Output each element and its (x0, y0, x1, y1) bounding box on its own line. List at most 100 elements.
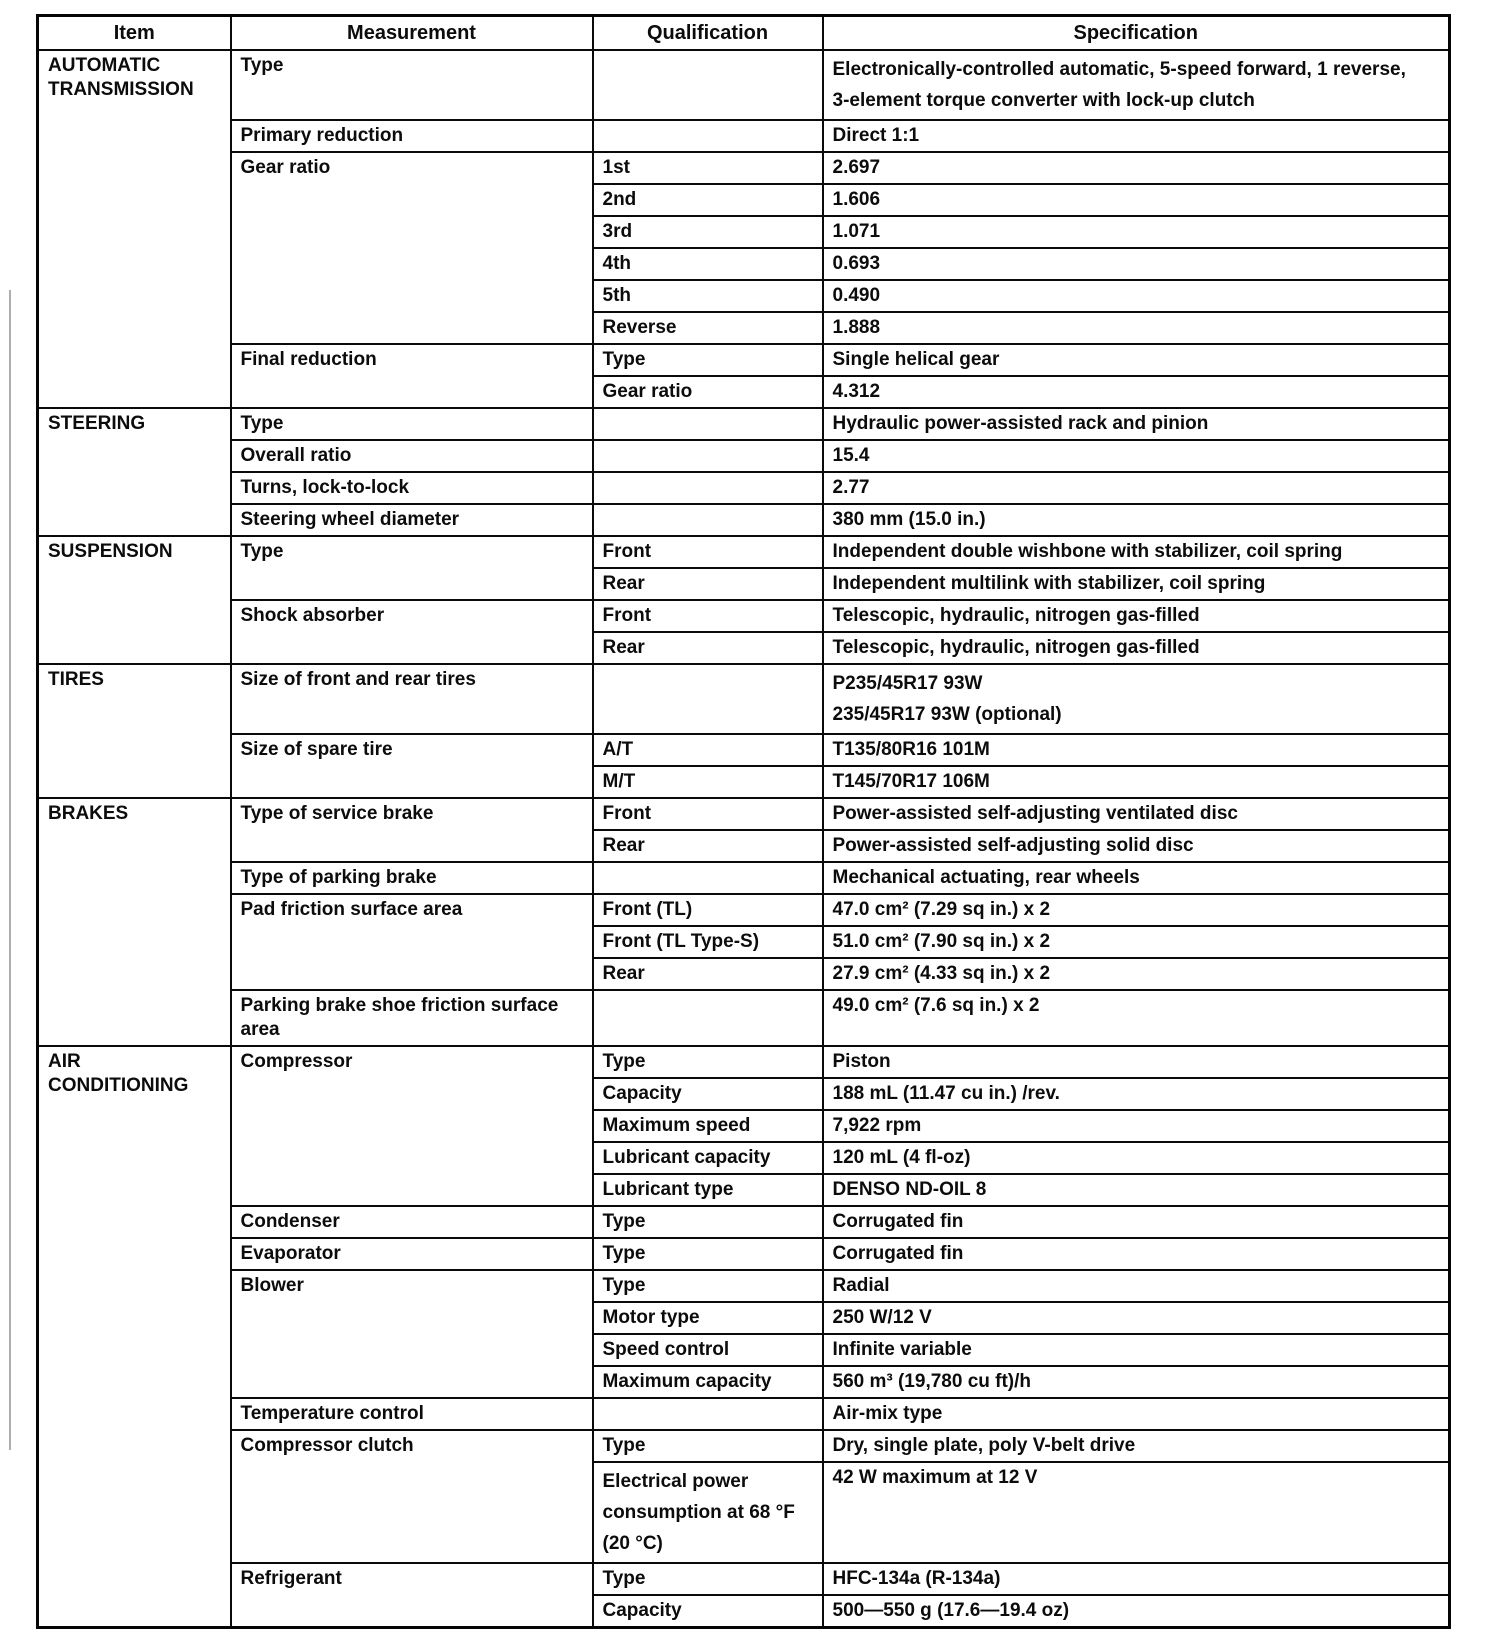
cell-measurement: Size of front and rear tires (229, 663, 594, 735)
cell-specification: T135/80R16 101M (821, 733, 1451, 767)
cell-qualification: 5th (591, 279, 824, 313)
column-header-item: Item (36, 14, 232, 51)
table-row: 5th 0.490 (38, 279, 1451, 313)
table-row: 4th 0.693 (38, 247, 1451, 281)
table-row: Parking brake shoe friction surface area… (38, 989, 1451, 1047)
cell-measurement: Condenser (229, 1205, 594, 1239)
cell-qualification: Type (591, 343, 824, 377)
cell-measurement: Parking brake shoe friction surface area (229, 989, 594, 1047)
cell-specification: Independent multilink with stabilizer, c… (821, 567, 1451, 601)
cell-qualification-empty (591, 989, 824, 1047)
column-header-measurement: Measurement (229, 14, 594, 51)
cell-specification: 49.0 cm² (7.6 sq in.) x 2 (821, 989, 1451, 1047)
cell-specification: 0.490 (821, 279, 1451, 313)
cell-specification: Independent double wishbone with stabili… (821, 535, 1451, 569)
cell-specification: Radial (821, 1269, 1451, 1303)
column-header-qualification: Qualification (591, 14, 824, 51)
cell-qualification: Type (591, 1562, 824, 1596)
table-row: Maximum speed 7,922 rpm (38, 1109, 1451, 1143)
table-row: Lubricant type DENSO ND-OIL 8 (38, 1173, 1451, 1207)
table-row: Condenser Type Corrugated fin (38, 1205, 1451, 1239)
table-row: Compressor clutch Type Dry, single plate… (38, 1429, 1451, 1564)
column-header-specification: Specification (821, 14, 1451, 51)
cell-specification: 7,922 rpm (821, 1109, 1451, 1143)
table-row: Rear Independent multilink with stabiliz… (38, 567, 1451, 601)
table-row: Pad friction surface area Front (TL) 47.… (38, 893, 1451, 991)
cell-specification: 188 mL (11.47 cu in.) /rev. (821, 1077, 1451, 1111)
header-row: Item Measurement Qualification Specifica… (36, 14, 1451, 51)
cell-specification: Infinite variable (821, 1333, 1451, 1367)
cell-measurement: Type (229, 535, 594, 601)
cell-specification: 0.693 (821, 247, 1451, 281)
table-row: Refrigerant Type HFC-134a (R-134a) (38, 1562, 1451, 1629)
cell-qualification: 1st (591, 151, 824, 185)
cell-qualification: Lubricant type (591, 1173, 824, 1207)
cell-qualification: 3rd (591, 215, 824, 249)
cell-specification: Direct 1:1 (821, 119, 1451, 153)
table-row: Overall ratio 15.4 (38, 439, 1451, 473)
cell-measurement: Gear ratio (229, 151, 594, 345)
cell-specification: 250 W/12 V (821, 1301, 1451, 1335)
cell-specification: 1.606 (821, 183, 1451, 217)
cell-measurement: Compressor clutch (229, 1429, 594, 1564)
cell-qualification-empty (591, 861, 824, 895)
section-item-steering: STEERING (36, 407, 232, 537)
cell-qualification: 4th (591, 247, 824, 281)
table-row: M/T T145/70R17 106M (38, 765, 1451, 799)
cell-specification: Single helical gear (821, 343, 1451, 377)
cell-specification: 560 m³ (19,780 cu ft)/h (821, 1365, 1451, 1399)
cell-specification: Air-mix type (821, 1397, 1451, 1431)
cell-specification: 27.9 cm² (4.33 sq in.) x 2 (821, 957, 1451, 991)
table-row: Capacity 188 mL (11.47 cu in.) /rev. (38, 1077, 1451, 1111)
table-row: 2nd 1.606 (38, 183, 1451, 217)
cell-measurement: Temperature control (229, 1397, 594, 1431)
cell-qualification: Speed control (591, 1333, 824, 1367)
cell-qualification: 2nd (591, 183, 824, 217)
cell-qualification: Type (591, 1205, 824, 1239)
cell-specification: Power-assisted self-adjusting ventilated… (821, 797, 1451, 831)
cell-measurement: Shock absorber (229, 599, 594, 665)
cell-qualification: Front (TL) (591, 893, 824, 927)
cell-specification: Electronically-controlled automatic, 5-s… (821, 49, 1451, 121)
table-row: Gear ratio 4.312 (38, 375, 1451, 409)
table-row: Primary reduction Direct 1:1 (38, 119, 1451, 153)
cell-qualification-empty (591, 119, 824, 153)
table-row: Front (TL Type-S) 51.0 cm² (7.90 sq in.)… (38, 925, 1451, 959)
cell-measurement: Type (229, 407, 594, 441)
table-row: Speed control Infinite variable (38, 1333, 1451, 1367)
cell-qualification-empty (591, 439, 824, 473)
cell-qualification: Reverse (591, 311, 824, 345)
cell-measurement: Overall ratio (229, 439, 594, 473)
cell-qualification: M/T (591, 765, 824, 799)
cell-measurement: Pad friction surface area (229, 893, 594, 991)
cell-specification: 380 mm (15.0 in.) (821, 503, 1451, 537)
cell-specification: 47.0 cm² (7.29 sq in.) x 2 (821, 893, 1451, 927)
cell-qualification: Electrical power consumption at 68 °F (2… (591, 1461, 824, 1564)
cell-specification: DENSO ND-OIL 8 (821, 1173, 1451, 1207)
cell-specification: Dry, single plate, poly V-belt drive (821, 1429, 1451, 1463)
table-row: Temperature control Air-mix type (38, 1397, 1451, 1431)
cell-measurement: Type of parking brake (229, 861, 594, 895)
cell-measurement: Blower (229, 1269, 594, 1399)
cell-qualification: Lubricant capacity (591, 1141, 824, 1175)
cell-qualification: Front (591, 797, 824, 831)
cell-qualification-empty (591, 1397, 824, 1431)
cell-specification: HFC-134a (R-134a) (821, 1562, 1451, 1596)
table-row: Rear Telescopic, hydraulic, nitrogen gas… (38, 631, 1451, 665)
cell-measurement: Compressor (229, 1045, 594, 1207)
cell-specification: Telescopic, hydraulic, nitrogen gas-fill… (821, 631, 1451, 665)
scan-artifact-line (9, 290, 11, 1450)
cell-qualification: Maximum capacity (591, 1365, 824, 1399)
cell-specification: P235/45R17 93W 235/45R17 93W (optional) (821, 663, 1451, 735)
cell-specification: T145/70R17 106M (821, 765, 1451, 799)
cell-qualification: Type (591, 1237, 824, 1271)
cell-qualification: Rear (591, 829, 824, 863)
cell-qualification-empty (591, 503, 824, 537)
cell-qualification-empty (591, 663, 824, 735)
cell-qualification: Capacity (591, 1077, 824, 1111)
table-row: BRAKES Type of service brake Front Power… (36, 797, 1451, 1047)
cell-measurement: Final reduction (229, 343, 594, 409)
cell-specification: 1.071 (821, 215, 1451, 249)
table-row: 3rd 1.071 (38, 215, 1451, 249)
